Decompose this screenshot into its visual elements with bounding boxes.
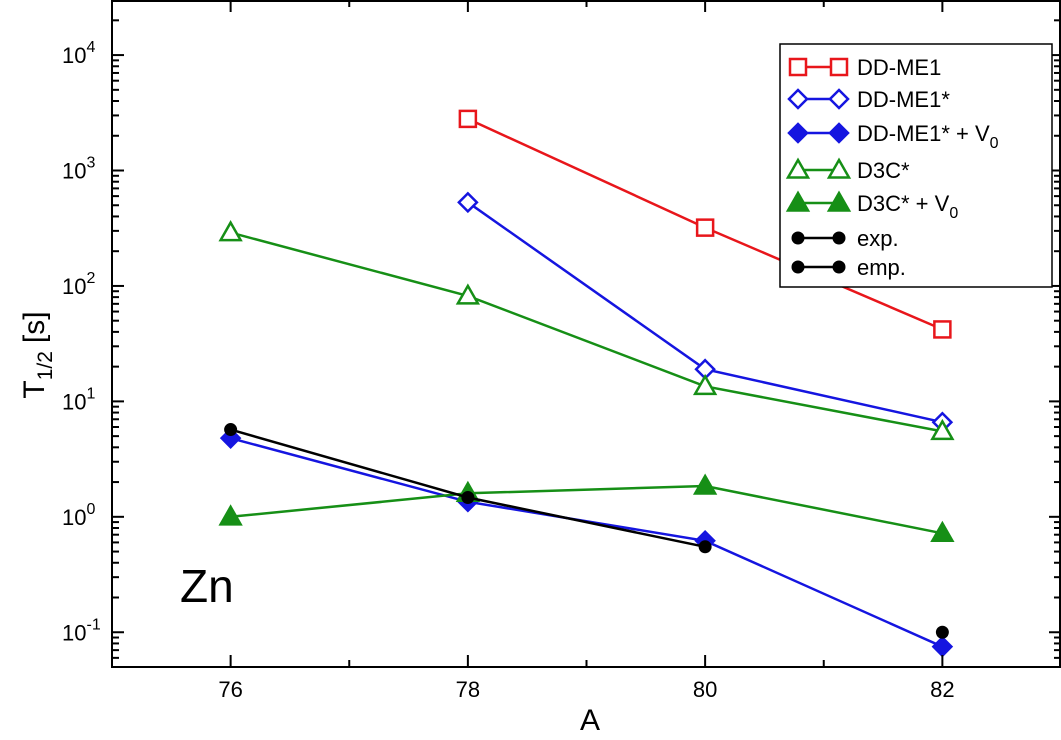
legend-item-3: DD-ME1* + V0: [787, 121, 999, 152]
legend-marker: [791, 260, 805, 274]
legend-marker: [826, 157, 852, 179]
series-line: [230, 231, 943, 433]
series-6: [224, 423, 712, 554]
legend-marker: [791, 231, 805, 245]
legend-item-1: DD-ME1: [788, 55, 941, 80]
data-point: [930, 520, 955, 543]
legend-marker: [828, 122, 850, 144]
y-axis-label-sub: 1/2: [34, 351, 57, 380]
data-point: [933, 320, 952, 339]
y-tick-label: 101: [62, 385, 95, 414]
data-point: [692, 373, 718, 396]
legend-marker: [826, 190, 852, 212]
legend-label: D3C* + V0: [857, 191, 958, 222]
x-axis-label: A: [580, 704, 600, 737]
data-point: [218, 220, 243, 242]
y-tick-label: 103: [62, 155, 95, 184]
series-7: [935, 625, 949, 639]
legend-box: [779, 43, 1053, 288]
legend-marker: [832, 260, 846, 274]
x-tick-label: 76: [218, 677, 242, 702]
legend-label: D3C*: [857, 158, 910, 183]
data-point: [455, 283, 481, 305]
legend-label: DD-ME1: [857, 55, 941, 80]
legend-label: emp.: [857, 255, 906, 280]
legend-item-5: D3C* + V0: [785, 190, 958, 222]
data-point: [458, 109, 478, 129]
plot-area: [218, 109, 955, 658]
data-point: [935, 625, 949, 639]
series-1: [458, 109, 952, 339]
legend-label: DD-ME1* + V0: [857, 121, 999, 152]
data-point: [931, 635, 954, 658]
y-tick-label: 10-1: [62, 616, 101, 645]
legend-marker: [832, 231, 846, 245]
data-point: [457, 191, 479, 214]
legend-marker: [788, 57, 808, 77]
legend-label: exp.: [857, 226, 899, 251]
legend-item-4: D3C*: [785, 157, 910, 183]
y-axis-label-main: T: [18, 380, 51, 398]
legend-marker: [829, 57, 849, 77]
annotation-label: Zn: [180, 560, 234, 612]
series-4: [218, 220, 955, 441]
legend-item-7: emp.: [791, 255, 906, 280]
legend-marker: [787, 122, 809, 144]
y-tick-label: 102: [62, 270, 95, 299]
series-line: [230, 484, 943, 535]
legend-marker: [785, 190, 811, 212]
x-tick-label: 80: [693, 677, 717, 702]
legend-item-2: DD-ME1*: [787, 87, 950, 112]
axes: 76 78 80 82 10-1 100 101 102 103 104: [62, 0, 1061, 702]
legend-item-6: exp.: [791, 226, 899, 251]
legend-marker: [828, 88, 850, 110]
data-point: [930, 418, 955, 441]
x-tick-label: 82: [930, 677, 954, 702]
series-line: [230, 436, 943, 648]
y-axis-label-unit: [s]: [18, 311, 51, 343]
legend-label: DD-ME1*: [857, 87, 950, 112]
y-axis-label: T1/2 [s]: [18, 311, 57, 398]
legend: DD-ME1 DD-ME1* DD-ME1* + V0 D3C* D3C* + V0 ex…: [779, 43, 1053, 288]
legend-marker: [785, 157, 811, 179]
legend-marker: [787, 88, 809, 110]
y-tick-label: 104: [62, 39, 95, 68]
data-point: [461, 491, 475, 505]
x-tick-label: 78: [456, 677, 480, 702]
series-5: [218, 473, 955, 543]
data-point: [218, 504, 243, 526]
data-point: [698, 540, 712, 554]
series-3: [219, 427, 954, 658]
data-point: [224, 423, 238, 437]
data-point: [695, 218, 715, 237]
y-ticks: 10-1 100 101 102 103 104: [62, 0, 1061, 668]
y-tick-label: 100: [62, 501, 95, 530]
x-ticks: 76 78 80 82: [111, 0, 1061, 702]
data-point: [692, 473, 718, 495]
